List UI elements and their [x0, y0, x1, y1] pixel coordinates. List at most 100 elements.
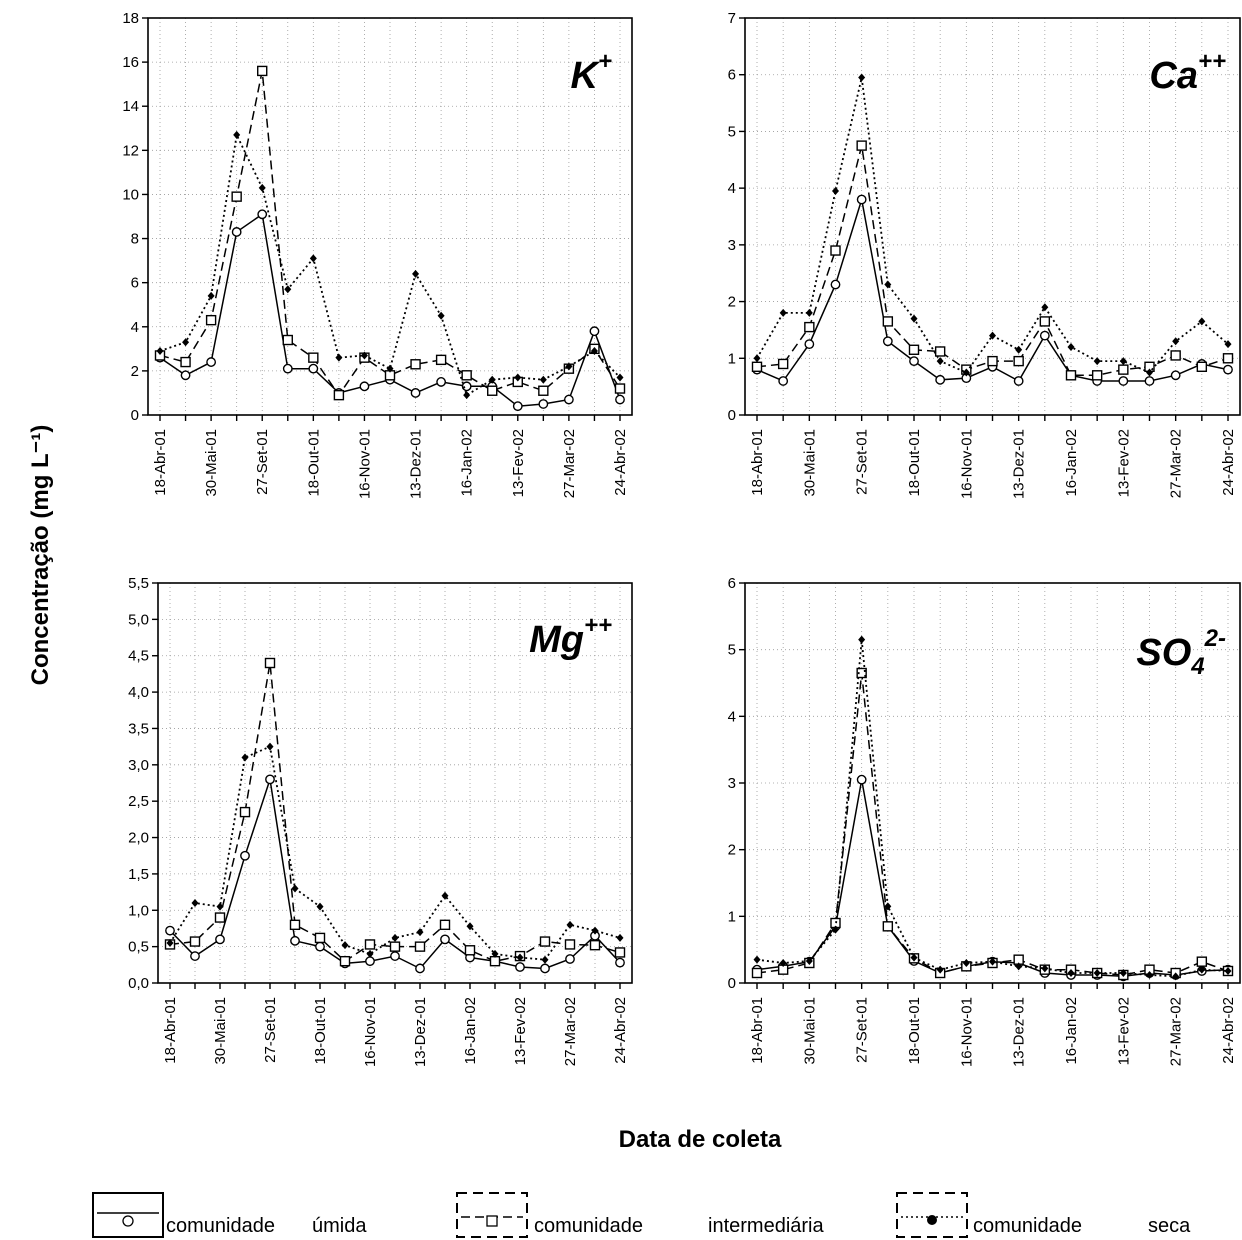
data-point-circle — [240, 850, 250, 861]
data-point-square — [1039, 316, 1051, 327]
data-point-diamond — [910, 314, 918, 323]
y-tick-label: 3,0 — [128, 757, 149, 774]
x-tick-label: 13-Dez-01 — [412, 997, 429, 1067]
chart-panel: 0,0 0,5 1,0 1,5 2,0 2,5 3,0 3,5 4,0 4,5 5,0 5,5 18-A… — [128, 575, 633, 1067]
x-tick-label: 16-Jan-02 — [462, 997, 479, 1065]
data-point-square — [364, 939, 376, 950]
legend-swatch-frame — [456, 1192, 528, 1238]
x-tick-label: 18-Out-01 — [312, 997, 329, 1065]
series-line — [756, 145, 1229, 377]
data-point-square — [882, 921, 894, 932]
y-tick-label: 7 — [728, 10, 736, 27]
x-tick-label: 16-Jan-02 — [459, 429, 476, 497]
data-point-diamond — [858, 73, 866, 82]
ion-label: Ca++ — [1149, 48, 1226, 97]
y-tick-label: 3 — [728, 775, 736, 792]
data-point-square — [538, 385, 549, 396]
data-point-diamond — [884, 902, 892, 911]
data-point-diamond — [590, 347, 598, 356]
data-point-diamond — [962, 368, 970, 377]
data-point-diamond — [1093, 357, 1101, 366]
y-tick-label: 18 — [122, 10, 139, 27]
legend-item: comunidade intermediária — [456, 1192, 824, 1238]
data-point-diamond — [1146, 971, 1153, 979]
data-point-diamond — [341, 941, 349, 950]
data-point-circle — [206, 357, 217, 367]
data-point-square — [934, 346, 946, 357]
data-point-diamond — [832, 925, 839, 934]
y-tick-label: 1,0 — [128, 902, 149, 919]
data-point-circle — [589, 326, 600, 337]
data-point-diamond — [566, 920, 574, 929]
data-point-diamond — [412, 269, 420, 278]
legend-item: comunidade seca — [896, 1192, 1191, 1238]
data-point-diamond — [191, 899, 199, 907]
y-tick-label: 3,5 — [128, 720, 149, 737]
x-tick-label: 18-Abr-01 — [162, 997, 179, 1064]
data-point-square — [987, 355, 998, 367]
x-tick-label: 13-Fev-02 — [1115, 997, 1132, 1065]
data-point-square — [461, 370, 472, 381]
x-tick-label: 27-Set-01 — [854, 997, 871, 1063]
x-tick-label: 27-Set-01 — [254, 429, 271, 495]
y-tick-label: 8 — [131, 231, 139, 248]
y-tick-label: 2,5 — [128, 793, 149, 810]
data-point-square — [751, 967, 763, 979]
data-point-circle — [540, 963, 550, 974]
x-tick-label: 18-Abr-01 — [749, 429, 766, 496]
data-point-diamond — [291, 884, 299, 893]
data-point-square — [205, 314, 217, 326]
data-point-diamond — [539, 375, 547, 384]
data-point-circle — [856, 774, 867, 785]
series-line — [159, 131, 621, 397]
x-tick-label: 16-Nov-01 — [958, 997, 975, 1067]
data-point-square — [1196, 361, 1208, 372]
data-point-square — [231, 191, 242, 202]
data-point-square — [1118, 364, 1129, 375]
x-tick-label: 27-Set-01 — [262, 997, 279, 1063]
x-tick-label: 18-Out-01 — [906, 997, 923, 1065]
y-tick-label: 0 — [728, 975, 736, 992]
data-point-diamond — [514, 373, 522, 382]
data-point-square — [564, 939, 576, 950]
data-point-square — [214, 912, 226, 923]
data-point-diamond — [1146, 368, 1153, 377]
data-point-diamond — [386, 364, 394, 373]
ion-label: K+ — [571, 48, 612, 97]
legend-marker-diamond — [927, 1215, 937, 1225]
y-tick-label: 16 — [122, 54, 139, 71]
data-point-square — [1170, 350, 1181, 361]
chart-panel: 0 1 2 3 4 5 6 7 18-Abr-01 30-Mai-01 27-Set-01 18-Ou… — [728, 10, 1241, 499]
data-point-circle — [909, 356, 919, 367]
data-point-diamond — [910, 953, 918, 962]
y-tick-label: 5 — [728, 123, 736, 140]
data-point-square — [289, 919, 301, 931]
y-tick-label: 4,0 — [128, 684, 149, 701]
series-line — [756, 77, 1229, 374]
data-point-square — [908, 344, 920, 355]
data-point-square — [487, 385, 498, 396]
data-point-circle — [165, 925, 175, 936]
x-tick-label: 18-Out-01 — [906, 429, 923, 497]
data-point-square — [308, 352, 319, 363]
x-tick-label: 16-Jan-02 — [1063, 429, 1080, 497]
x-tick-label: 24-Abr-02 — [612, 997, 629, 1064]
data-point-diamond — [936, 357, 944, 366]
data-point-square — [489, 955, 501, 967]
series-line — [756, 779, 1229, 978]
data-point-diamond — [491, 949, 499, 958]
y-tick-label: 5,5 — [128, 575, 149, 592]
x-axis-label: Data de coleta — [619, 1126, 782, 1153]
data-point-square — [339, 955, 351, 967]
legend-label-word: comunidade — [166, 1215, 275, 1237]
data-point-square — [830, 245, 841, 256]
data-point-square — [1013, 355, 1024, 367]
data-point-circle — [231, 227, 242, 237]
data-point-diamond — [779, 308, 787, 317]
data-point-circle — [563, 394, 574, 405]
data-point-circle — [215, 934, 225, 945]
legend-item: comunidade úmida — [92, 1192, 367, 1238]
chart-panel: 0 2 4 6 8 10 12 14 16 18 18-Abr-01 30-Mai-01 27-Set-… — [122, 10, 633, 499]
data-point-diamond — [936, 965, 944, 974]
